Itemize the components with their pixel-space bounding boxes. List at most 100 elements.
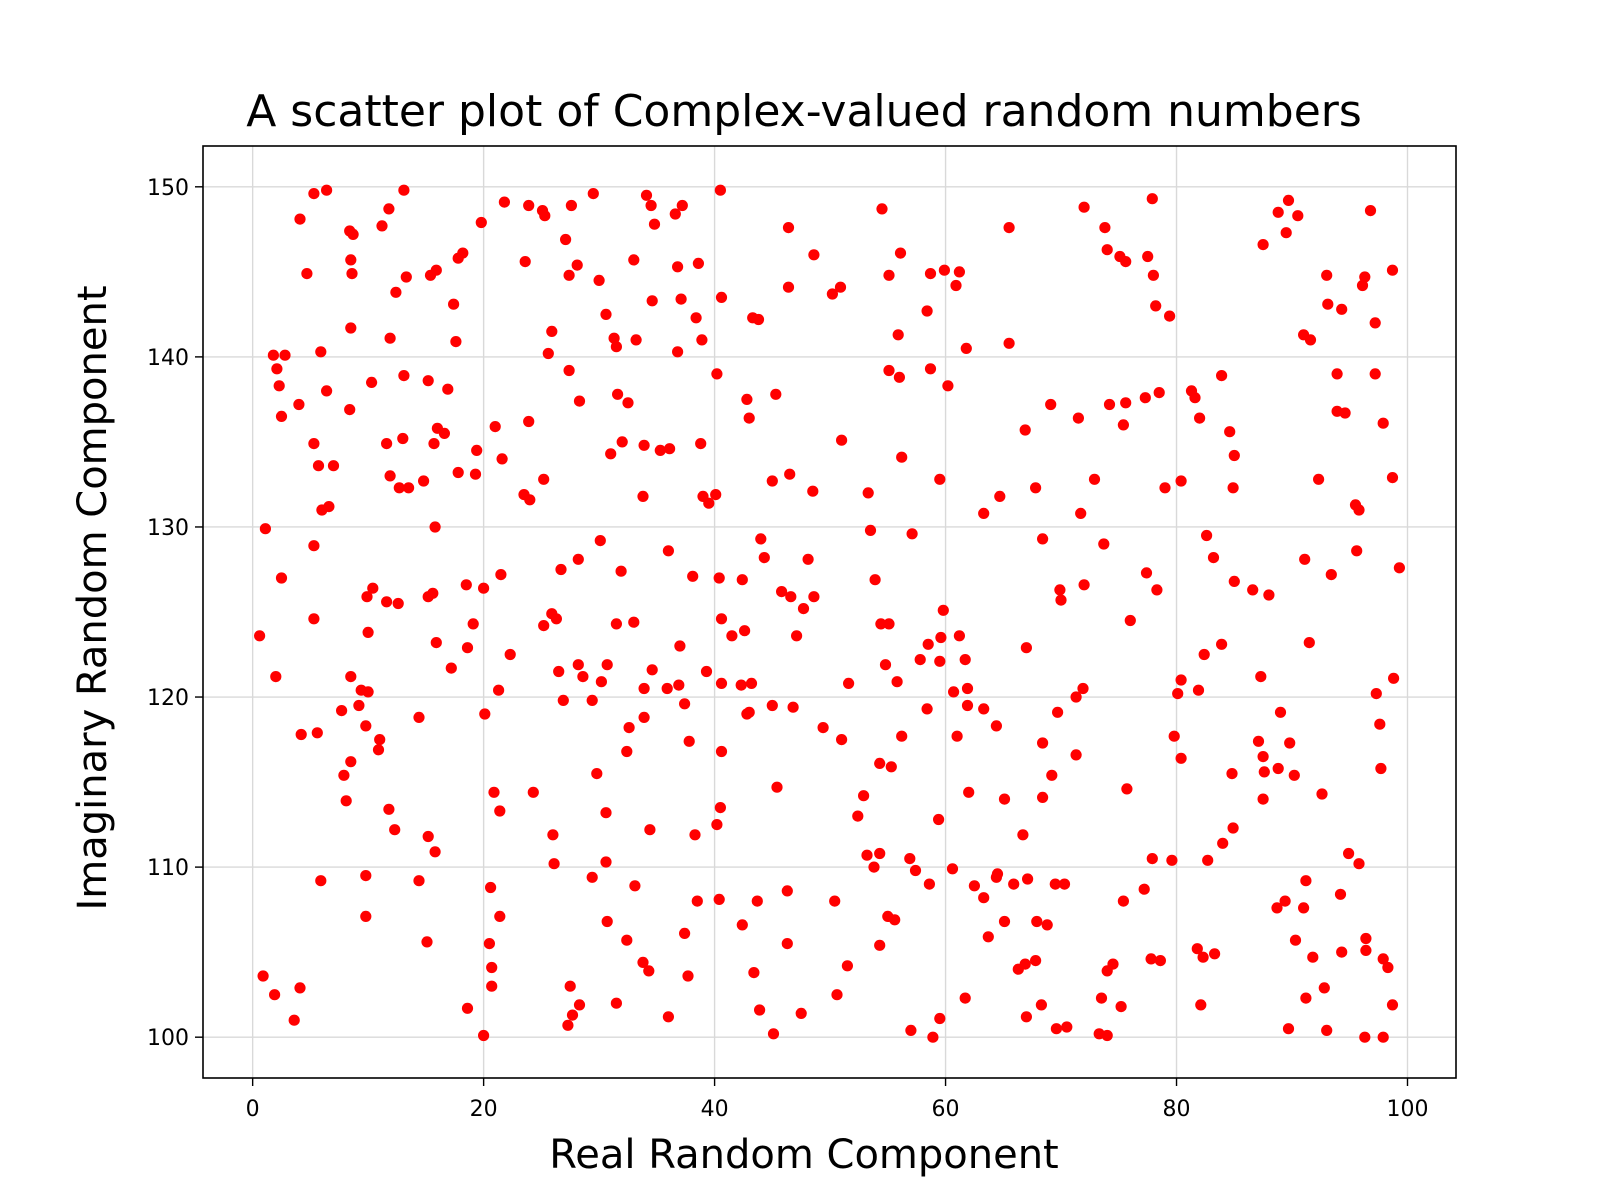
data-point [383,203,395,215]
y-tick-label: 150 [147,176,189,201]
data-point [1334,888,1347,900]
data-point [938,264,951,276]
data-point [345,322,357,334]
data-point [538,473,550,485]
data-point [834,281,847,293]
data-point [594,535,606,547]
data-point [621,934,633,946]
data-point [1138,883,1150,895]
data-point [953,266,966,278]
data-point [711,819,723,831]
data-point [400,271,412,283]
data-point [376,220,388,232]
data-point [683,735,695,747]
data-point [1336,303,1348,315]
data-point [739,625,751,637]
data-point [795,1007,807,1020]
data-point [1369,317,1381,329]
data-point [572,553,584,565]
data-point [616,436,628,448]
data-point [978,703,990,715]
data-point [1386,999,1399,1011]
data-point [366,376,378,388]
data-point [782,281,795,293]
data-point [869,574,881,586]
data-point [1098,538,1110,550]
data-point [1054,584,1066,596]
x-tick-label: 100 [1386,1097,1428,1122]
data-point [1020,1011,1032,1023]
data-point [687,570,699,582]
data-point [392,597,404,610]
data-point [413,875,425,887]
data-point [1030,482,1042,494]
data-point [998,915,1011,928]
data-point [1020,642,1032,654]
data-point [495,569,507,581]
data-point [269,989,281,1001]
data-point [963,786,975,798]
data-point [1228,449,1240,462]
data-point [1282,1023,1295,1035]
data-point [1322,298,1334,310]
x-tick-label: 40 [701,1097,729,1122]
data-point [1121,783,1133,795]
data-point [1192,684,1205,696]
data-point [862,487,874,499]
data-point [1374,718,1386,730]
data-point [906,528,918,540]
data-point [690,312,702,324]
data-point [1216,638,1228,650]
data-point [1271,902,1283,914]
data-point [861,849,873,861]
data-point [1019,958,1031,970]
data-point [673,679,685,691]
data-point [1257,793,1269,805]
data-point [922,638,934,650]
data-point [1377,953,1389,965]
data-point [630,334,642,346]
data-point [421,936,433,948]
data-point [752,313,765,326]
data-point [572,659,584,671]
data-point [301,268,313,280]
data-point [312,460,325,472]
data-point [610,618,623,630]
data-point [450,336,462,348]
data-point [336,705,348,717]
data-point [726,630,738,642]
data-point [1072,412,1084,424]
data-point [362,686,374,698]
data-point [755,533,767,545]
data-point [546,325,558,337]
data-point [494,910,506,923]
data-point [390,286,402,298]
data-point [600,856,612,868]
data-point [601,659,613,671]
data-point [879,659,892,671]
data-point [428,438,440,450]
data-point [422,830,434,843]
data-point [1030,955,1042,967]
data-point [493,684,505,696]
data-point [1124,614,1136,627]
data-point [577,671,589,683]
data-point [1099,222,1111,234]
data-point [327,460,340,472]
data-point [935,631,947,644]
data-point [563,269,575,281]
data-point [346,268,358,280]
data-point [360,870,372,882]
data-point [615,565,627,577]
data-point [1175,475,1187,487]
data-point [593,274,605,286]
data-point [646,664,658,676]
data-point [1300,875,1312,887]
data-point [608,332,620,344]
data-point [638,682,650,695]
data-point [766,475,778,487]
data-point [661,682,673,695]
data-point [776,586,788,598]
data-point [950,279,962,292]
data-point [573,999,586,1011]
